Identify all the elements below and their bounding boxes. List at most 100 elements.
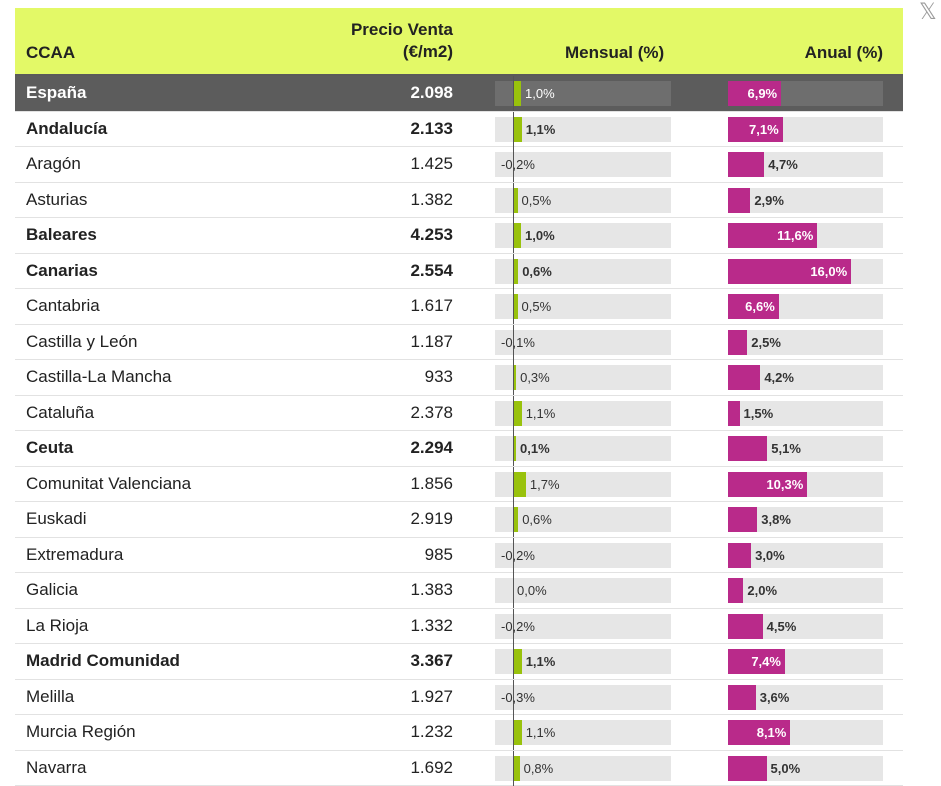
mensual-bar xyxy=(514,365,516,390)
anual-track: 6,9% xyxy=(728,81,883,106)
table-row[interactable]: Melilla 1.927 -0,3% 3,6% xyxy=(15,680,903,716)
header-anual[interactable]: Anual (%) xyxy=(805,43,883,63)
mensual-bar xyxy=(514,259,518,284)
mensual-label: 0,6% xyxy=(522,507,552,532)
anual-label: 7,1% xyxy=(728,117,779,142)
price-value: 2.919 xyxy=(410,502,453,536)
anual-bar xyxy=(728,152,764,177)
anual-bar xyxy=(728,578,743,603)
close-icon[interactable]: 𝕏 xyxy=(919,2,937,24)
anual-bar xyxy=(728,401,740,426)
region-name: Madrid Comunidad xyxy=(26,644,180,678)
mensual-label: -0,3% xyxy=(501,685,535,710)
header-mensual[interactable]: Mensual (%) xyxy=(565,43,664,63)
mensual-track: -0,2% xyxy=(495,543,671,568)
region-name: Comunitat Valenciana xyxy=(26,467,191,501)
region-name: La Rioja xyxy=(26,609,88,643)
anual-label: 3,8% xyxy=(761,507,791,532)
anual-bar xyxy=(728,507,757,532)
anual-track: 8,1% xyxy=(728,720,883,745)
mensual-track: 0,5% xyxy=(495,294,671,319)
anual-label: 2,0% xyxy=(747,578,777,603)
region-name: Melilla xyxy=(26,680,74,714)
price-value: 2.098 xyxy=(410,76,453,110)
region-name: Ceuta xyxy=(26,431,73,465)
mensual-track: 1,1% xyxy=(495,117,671,142)
anual-bar xyxy=(728,685,756,710)
region-name: España xyxy=(26,76,86,110)
region-name: Aragón xyxy=(26,147,81,181)
header-price-line1: Precio Venta xyxy=(351,20,453,39)
mensual-bar xyxy=(514,401,522,426)
price-value: 4.253 xyxy=(410,218,453,252)
anual-track: 3,6% xyxy=(728,685,883,710)
anual-label: 6,9% xyxy=(728,81,777,106)
anual-track: 4,5% xyxy=(728,614,883,639)
anual-bar xyxy=(728,614,763,639)
price-value: 1.927 xyxy=(410,680,453,714)
anual-track: 6,6% xyxy=(728,294,883,319)
price-value: 2.554 xyxy=(410,254,453,288)
anual-track: 7,4% xyxy=(728,649,883,674)
mensual-bar xyxy=(514,649,522,674)
mensual-track: -0,2% xyxy=(495,152,671,177)
mensual-label: -0,2% xyxy=(501,152,535,177)
region-name: Navarra xyxy=(26,751,86,785)
price-value: 985 xyxy=(425,538,453,572)
region-name: Cataluña xyxy=(26,396,94,430)
mensual-label: -0,2% xyxy=(501,543,535,568)
header-price[interactable]: Precio Venta (€/m2) xyxy=(351,19,453,63)
region-name: Castilla y León xyxy=(26,325,138,359)
anual-label: 6,6% xyxy=(728,294,775,319)
mensual-label: -0,1% xyxy=(501,330,535,355)
mensual-track: 0,6% xyxy=(495,507,671,532)
mensual-zero-line xyxy=(513,573,514,608)
mensual-label: 0,6% xyxy=(522,259,552,284)
anual-bar xyxy=(728,188,750,213)
anual-label: 11,6% xyxy=(728,223,813,248)
anual-track: 1,5% xyxy=(728,401,883,426)
anual-track: 7,1% xyxy=(728,117,883,142)
price-value: 2.294 xyxy=(410,431,453,465)
anual-track: 4,2% xyxy=(728,365,883,390)
price-value: 1.856 xyxy=(410,467,453,501)
price-value: 1.617 xyxy=(410,289,453,323)
anual-bar xyxy=(728,330,747,355)
mensual-label: -0,2% xyxy=(501,614,535,639)
mensual-track: 1,0% xyxy=(495,223,671,248)
anual-track: 16,0% xyxy=(728,259,883,284)
mensual-bar xyxy=(514,81,521,106)
mensual-label: 0,3% xyxy=(520,365,550,390)
anual-label: 7,4% xyxy=(728,649,781,674)
mensual-label: 0,5% xyxy=(522,294,552,319)
mensual-label: 1,0% xyxy=(525,223,555,248)
mensual-track: -0,3% xyxy=(495,685,671,710)
anual-label: 1,5% xyxy=(744,401,774,426)
anual-label: 2,5% xyxy=(751,330,781,355)
region-name: Galicia xyxy=(26,573,78,607)
price-value: 1.692 xyxy=(410,751,453,785)
header-ccaa[interactable]: CCAA xyxy=(26,43,75,63)
mensual-bar xyxy=(514,188,518,213)
mensual-label: 0,0% xyxy=(517,578,547,603)
